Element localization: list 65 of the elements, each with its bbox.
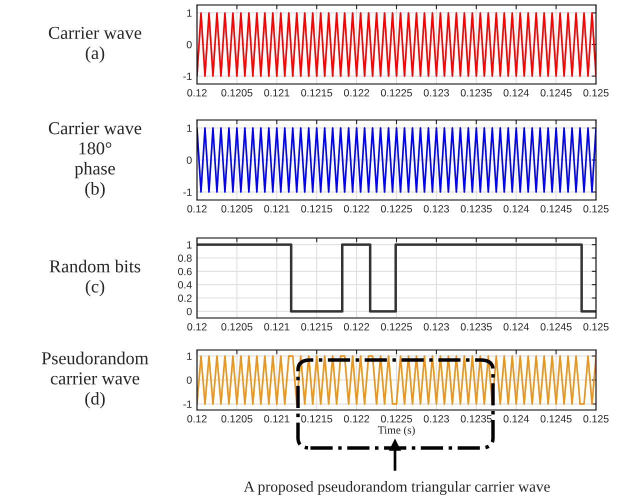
x-tick-label: 0.1225	[380, 89, 412, 97]
x-tick-label: 0.12	[187, 205, 207, 213]
x-tick-label: 0.123	[424, 323, 449, 331]
x-tick-label: 0.1245	[540, 205, 572, 213]
x-tick-label: 0.122	[344, 205, 370, 213]
y-tick-label: 0	[186, 156, 192, 164]
x-tick-label: 0.125	[583, 323, 609, 331]
x-tick-label: 0.1205	[221, 89, 252, 97]
x-tick-label: 0.125	[583, 415, 609, 423]
x-tick-label: 0.1225	[380, 415, 412, 423]
x-tick-label: 0.122	[344, 89, 370, 97]
x-tick-label: 0.1245	[540, 89, 572, 97]
y-tick-label: 0.6	[178, 268, 192, 276]
x-tick-label: 0.1235	[460, 89, 492, 97]
x-tick-label: 0.123	[424, 415, 449, 423]
x-tick-label: 0.1235	[460, 205, 492, 213]
x-tick-label: 0.121	[264, 415, 290, 423]
x-tick-label: 0.1245	[540, 323, 572, 331]
x-tick-label: 0.12	[187, 89, 207, 97]
x-tick-label: 0.122	[344, 323, 370, 331]
y-tick-label: -1	[183, 400, 192, 408]
x-tick-label: 0.12	[187, 415, 207, 423]
y-tick-label: 1	[187, 241, 192, 248]
y-axis-title: Random bits (c)	[50, 260, 140, 296]
x-tick-label: 0.124	[504, 415, 529, 423]
y-tick-label: 0.8	[178, 254, 192, 262]
y-axis-title: Carrier wave (a)	[48, 26, 142, 63]
x-tick-label: 0.1215	[301, 415, 332, 423]
x-tick-label: 0.12	[187, 323, 207, 331]
x-tick-label: 0.124	[504, 205, 529, 213]
x-tick-label: 0.1235	[460, 415, 492, 423]
x-tick-label: 0.1205	[221, 323, 252, 331]
y-axis-title: Pseudorandom carrier wave (d)	[42, 352, 148, 408]
x-tick-label: 0.125	[583, 89, 609, 97]
x-tick-label: 0.121	[264, 205, 290, 213]
x-tick-label: 0.121	[264, 89, 290, 97]
x-tick-label: 0.1245	[540, 415, 572, 423]
x-tick-label: 0.121	[264, 323, 290, 331]
x-tick-label: 0.1205	[221, 415, 252, 423]
x-tick-label: 0.122	[344, 415, 370, 423]
x-tick-label: 0.124	[504, 89, 529, 97]
y-tick-label: 0	[186, 41, 192, 48]
x-tick-label: 0.1235	[460, 323, 492, 331]
y-tick-label: 0	[186, 376, 192, 384]
x-tick-label: 0.1225	[380, 205, 412, 213]
x-tick-label: 0.1225	[380, 323, 412, 331]
x-tick-label: 0.1215	[301, 89, 332, 97]
y-tick-label: 0.2	[178, 294, 192, 302]
y-tick-label: 0.4	[178, 281, 192, 289]
y-tick-label: 1	[187, 10, 192, 17]
x-tick-label: 0.124	[504, 323, 529, 331]
x-tick-label: 0.1215	[301, 323, 332, 331]
y-tick-label: 0	[186, 308, 192, 316]
y-tick-label: 1	[187, 124, 192, 132]
x-tick-label: 0.1205	[221, 205, 252, 213]
y-tick-label: -1	[183, 72, 192, 80]
x-tick-label: 0.125	[583, 205, 609, 213]
y-axis-title: Carrier wave 180° phase (b)	[48, 122, 142, 198]
y-tick-label: 1	[187, 352, 192, 360]
x-axis-title: Time (s)	[378, 426, 415, 436]
text: A proposed pseudorandom triangular carrier wave	[244, 481, 550, 495]
y-tick-label: -1	[183, 188, 192, 196]
x-tick-label: 0.123	[424, 89, 449, 97]
x-tick-label: 0.1215	[301, 205, 332, 213]
x-tick-label: 0.123	[424, 205, 449, 213]
